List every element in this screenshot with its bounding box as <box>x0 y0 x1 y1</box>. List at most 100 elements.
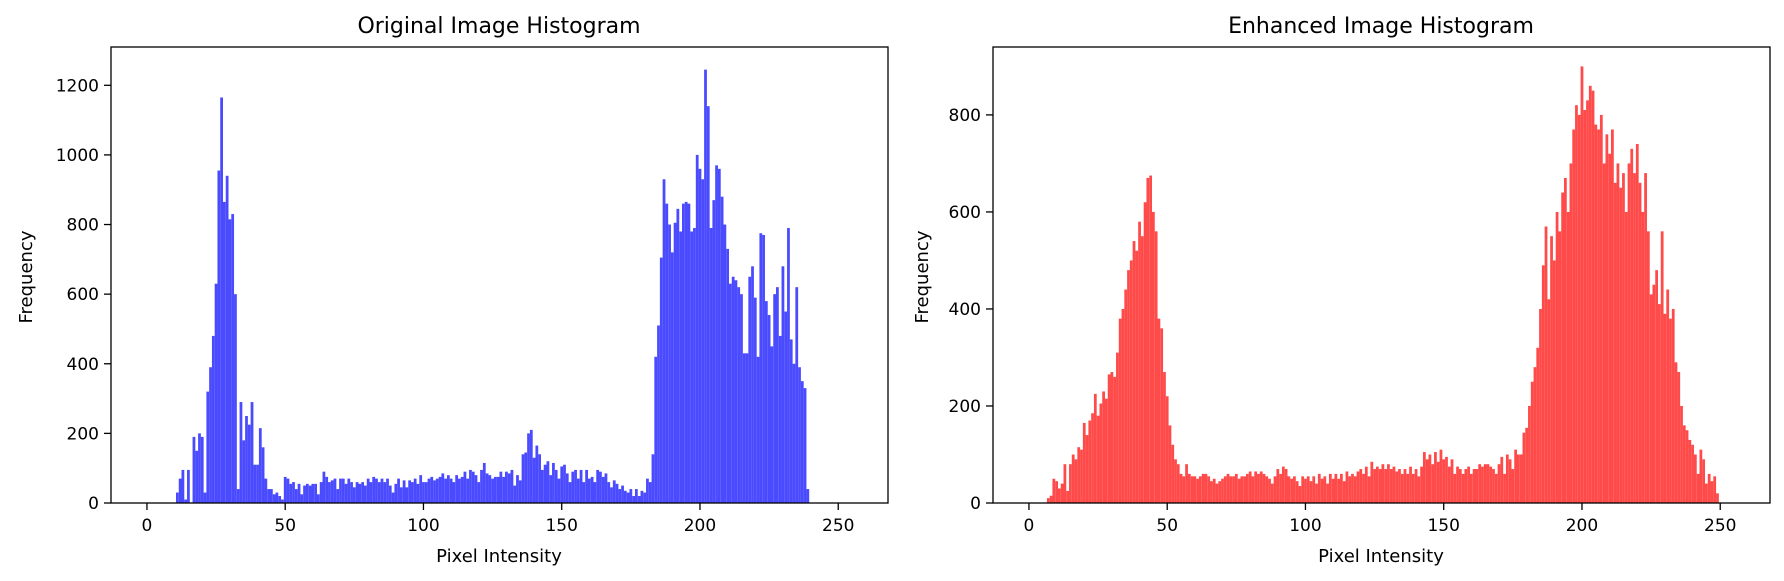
x-tick-label: 200 <box>1566 516 1598 536</box>
histogram-bar <box>455 475 459 503</box>
histogram-bar <box>535 445 539 503</box>
histogram-bar <box>1406 473 1410 503</box>
histogram-bar <box>1539 308 1542 503</box>
histogram-bar <box>1207 476 1211 503</box>
histogram-bar <box>798 367 801 503</box>
x-axis-ticks: 0 50 100 150 200 250 <box>142 503 854 536</box>
histogram-bar <box>776 287 779 503</box>
histogram-bar <box>1387 464 1390 503</box>
histogram-bar <box>706 106 710 504</box>
histogram-bar <box>579 469 583 503</box>
histogram-bar <box>1519 454 1523 503</box>
histogram-bar <box>441 473 445 503</box>
histogram-bar <box>1187 473 1191 503</box>
histogram-bar <box>621 485 624 503</box>
histogram-bar <box>1395 471 1399 503</box>
histogram-bar <box>1342 481 1346 503</box>
histogram-bar <box>1663 313 1667 503</box>
histogram-bar <box>1572 129 1576 503</box>
histogram-bar <box>1644 173 1647 503</box>
histogram-bar <box>1069 464 1072 503</box>
histogram-bar <box>1707 473 1711 503</box>
histogram-bar <box>1445 456 1448 503</box>
histogram-bar <box>1414 469 1418 503</box>
histogram-bar <box>795 287 799 503</box>
histogram-bar <box>1599 114 1603 503</box>
histogram-bar <box>1088 420 1092 503</box>
y-tick-label: 200 <box>949 397 981 417</box>
histogram-bar <box>1351 473 1354 503</box>
histogram-bar <box>1403 469 1407 503</box>
histogram-bar <box>488 475 492 503</box>
y-tick-label: 800 <box>67 216 99 236</box>
histogram-bar <box>1226 473 1230 503</box>
histogram-bar <box>297 483 301 503</box>
histogram-bar <box>593 482 597 503</box>
histogram-bar <box>416 483 420 503</box>
histogram-bar <box>676 208 680 504</box>
histogram-bar <box>1174 459 1177 503</box>
histogram-bar <box>1262 473 1266 503</box>
histogram-bar <box>712 200 716 503</box>
histogram-bar <box>198 433 201 503</box>
histogram-bar <box>1458 469 1462 503</box>
histogram-bar <box>1669 318 1672 503</box>
histogram-bar <box>1085 435 1089 503</box>
histogram-bar <box>524 452 528 503</box>
histogram-bar <box>720 196 724 503</box>
histogram-bar <box>267 489 270 503</box>
histogram-bar <box>637 496 641 503</box>
histogram-bar <box>582 482 586 503</box>
histogram-bar <box>759 233 763 504</box>
histogram-bar <box>1710 481 1714 503</box>
x-tick-label: 50 <box>274 516 296 536</box>
histogram-bar <box>1091 413 1094 503</box>
y-tick-label: 400 <box>949 300 981 320</box>
histogram-bar <box>565 473 569 503</box>
histogram-bar <box>1146 177 1150 504</box>
histogram-bar <box>632 496 635 503</box>
histogram-bar <box>1080 449 1083 503</box>
histogram-bar <box>480 469 483 503</box>
histogram-bar <box>175 492 179 503</box>
histogram-bar <box>1447 466 1451 503</box>
histogram-bar <box>424 482 428 503</box>
histogram-bar <box>1367 476 1371 503</box>
histogram-bar <box>308 485 312 503</box>
histogram-bar <box>1464 469 1468 503</box>
histogram-bar <box>654 356 658 503</box>
histogram-bar <box>217 170 221 503</box>
histogram-bar <box>397 478 400 503</box>
histogram-bar <box>1071 454 1075 503</box>
chart-title: Original Image Histogram <box>357 14 640 39</box>
histogram-bar <box>1104 398 1108 503</box>
histogram-bar <box>1716 493 1719 503</box>
histogram-bar <box>1077 447 1081 503</box>
histogram-bar <box>364 485 367 503</box>
histogram-bar <box>618 489 622 503</box>
histogram-bar <box>1276 469 1280 503</box>
histogram-bar <box>1660 231 1664 503</box>
y-tick-label: 800 <box>949 106 981 126</box>
x-tick-label: 150 <box>545 516 577 536</box>
histogram-bar <box>1165 396 1169 503</box>
histogram-bar <box>1597 129 1600 503</box>
histogram-bar <box>1511 469 1515 503</box>
histogram-bar <box>1199 476 1202 503</box>
histogram-bar <box>1118 318 1122 503</box>
histogram-bar <box>1215 483 1219 503</box>
histogram-bar <box>778 335 782 503</box>
histogram-bar <box>1602 163 1606 503</box>
y-axis-ticks: 0 200 400 600 800 1000 1200 <box>56 76 111 514</box>
histogram-bar <box>538 454 541 503</box>
histogram-bar <box>546 461 550 503</box>
histogram-bar <box>463 471 467 503</box>
histogram-bar <box>513 485 517 503</box>
histogram-bar <box>1588 85 1592 503</box>
histogram-bar <box>1362 473 1365 503</box>
y-tick-label: 600 <box>67 285 99 305</box>
histogram-bar <box>1281 466 1285 503</box>
histogram-bar <box>228 219 232 503</box>
histogram-bar <box>502 476 506 503</box>
histogram-bar <box>1251 476 1255 503</box>
